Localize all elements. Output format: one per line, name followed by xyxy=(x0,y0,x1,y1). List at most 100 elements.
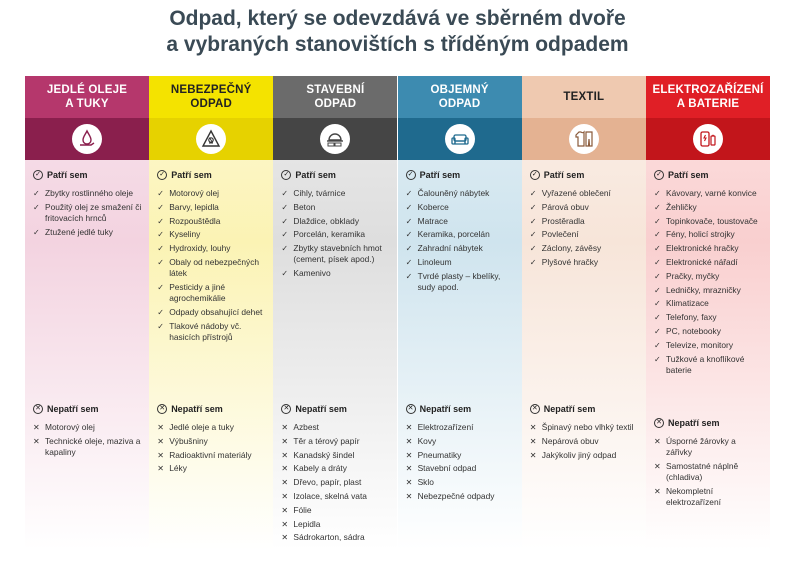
belongs-item: Beton xyxy=(281,202,391,213)
not-belongs-heading: ✕ Nepatří sem xyxy=(654,416,764,430)
belongs-item: Keramika, porcelán xyxy=(406,229,516,240)
title-line-1: Odpad, který se odevzdává ve sběrném dvo… xyxy=(169,7,626,30)
not-belongs-item: Léky xyxy=(157,463,267,474)
not-belongs-item: Fólie xyxy=(281,505,391,516)
belongs-item: Zbytky stavebních hmot (cement, písek ap… xyxy=(281,243,391,265)
not-belongs-section: ✕ Nepatří sem Úsporné žárovky a zářivky Sam… xyxy=(646,416,770,511)
belongs-item: Obaly od nebezpečných látek xyxy=(157,257,267,279)
belongs-item: Ztužené jedlé tuky xyxy=(33,227,143,238)
belongs-item: Tvrdé plasty – kbelíky, sudy apod. xyxy=(406,271,516,293)
belongs-item: Cihly, tvárnice xyxy=(281,188,391,199)
not-belongs-label: Nepatří sem xyxy=(668,418,720,428)
category-title-line-2: A TUKY xyxy=(65,98,109,110)
belongs-label: Patří sem xyxy=(171,170,212,180)
belongs-label: Patří sem xyxy=(668,170,709,180)
category-icon-band xyxy=(273,118,398,160)
clothes-icon xyxy=(568,124,599,154)
belongs-item: Porcelán, keramika xyxy=(281,229,391,240)
belongs-item: Žehličky xyxy=(654,202,764,213)
not-belongs-item: Lepidla xyxy=(281,519,391,530)
category-title-line-1: TEXTIL xyxy=(563,91,605,103)
not-belongs-item: Elektrozařízení xyxy=(406,422,516,433)
x-circle-icon: ✕ xyxy=(405,404,416,414)
belongs-item: Barvy, lepidla xyxy=(157,202,267,213)
belongs-label: Patří sem xyxy=(543,170,585,180)
not-belongs-item: Nekompletní elektrozařízení xyxy=(654,486,764,508)
category-header: STAVEBNÍ ODPAD xyxy=(273,76,398,118)
check-circle-icon: ✓ xyxy=(405,170,416,180)
category-title-line-1: NEBEZPEČNÝ xyxy=(170,84,252,96)
hazard-icon xyxy=(196,124,227,154)
belongs-item: Použitý olej ze smažení či fritovacích h… xyxy=(33,202,143,224)
belongs-section: ✓ Patří sem Kávovary, varné konvice Žehličk… xyxy=(646,168,770,379)
belongs-heading: ✓ Patří sem xyxy=(157,168,267,182)
belongs-heading: ✓ Patří sem xyxy=(33,168,143,182)
not-belongs-section: ✕Nepatří sem Elektrozařízení Kovy Pneumatik… xyxy=(398,402,522,505)
category-column: OBJEMNÝ ODPAD ✓Patří sem Čalouněný nábytek K… xyxy=(397,76,522,550)
category-icon-band xyxy=(521,118,646,160)
belongs-item: Tužkové a knoflíkové baterie xyxy=(654,354,764,376)
check-circle-icon: ✓ xyxy=(529,170,540,180)
not-belongs-item: Kanadský šindel xyxy=(281,450,391,461)
category-header: ELEKTROZAŘÍZENÍ A BATERIE xyxy=(646,76,770,118)
belongs-heading: ✓ Patří sem xyxy=(654,168,764,182)
category-header: JEDLÉ OLEJE A TUKY xyxy=(25,76,149,118)
belongs-item: Vyřazené oblečení xyxy=(530,188,640,199)
not-belongs-item: Dřevo, papír, plast xyxy=(281,477,391,488)
belongs-item: Odpady obsahující dehet xyxy=(157,307,267,318)
not-belongs-item: Jedlé oleje a tuky xyxy=(157,422,267,433)
belongs-item: Ledničky, mrazničky xyxy=(654,285,764,296)
belongs-item: Matrace xyxy=(406,216,516,227)
category-title-line-2: ODPAD xyxy=(190,98,233,110)
not-belongs-item: Pneumatiky xyxy=(406,450,516,461)
category-title-line-1: STAVEBNÍ xyxy=(306,84,365,96)
not-belongs-item: Azbest xyxy=(281,422,391,433)
belongs-item: Rozpouštědla xyxy=(157,216,267,227)
check-circle-icon: ✓ xyxy=(33,170,43,180)
x-circle-icon: ✕ xyxy=(33,404,43,414)
category-icon-band xyxy=(149,118,274,160)
not-belongs-item: Stavební odpad xyxy=(406,463,516,474)
belongs-label: Patří sem xyxy=(295,170,336,180)
belongs-item: Linoleum xyxy=(406,257,516,268)
page-title: Odpad, který se odevzdává ve sběrném dvo… xyxy=(0,6,795,58)
category-header: NEBEZPEČNÝ ODPAD xyxy=(149,76,274,118)
not-belongs-heading: ✕ Nepatří sem xyxy=(281,402,391,416)
x-circle-icon: ✕ xyxy=(654,418,664,428)
category-title-line-2: ODPAD xyxy=(314,98,357,110)
belongs-section: ✓Patří sem Cihly, tvárnice Beton Dlaždice, … xyxy=(273,168,397,282)
x-circle-icon: ✕ xyxy=(529,404,540,414)
category-column: ELEKTROZAŘÍZENÍ A BATERIE ✓ Patří sem Kávova… xyxy=(646,76,770,550)
belongs-heading: ✓ Patří sem xyxy=(529,168,640,182)
belongs-label: Patří sem xyxy=(419,170,461,180)
belongs-item: Čalouněný nábytek xyxy=(406,188,516,199)
not-belongs-section: ✕Nepatří sem Jedlé oleje a tuky Výbušniny R… xyxy=(149,402,273,477)
not-belongs-section: ✕Nepatří sem Azbest Těr a térový papír Kana… xyxy=(273,402,397,546)
not-belongs-label: Nepatří sem xyxy=(171,404,223,414)
not-belongs-label: Nepatří sem xyxy=(419,404,472,414)
belongs-section: ✓ Patří sem Zbytky rostlinného oleje Použit… xyxy=(25,168,149,241)
not-belongs-label: Nepatří sem xyxy=(295,404,347,414)
category-title-line-1: JEDLÉ OLEJE xyxy=(46,84,128,96)
belongs-item: Elektronické hračky xyxy=(654,243,764,254)
not-belongs-heading: ✕ Nepatří sem xyxy=(529,402,640,416)
belongs-item: Televize, monitory xyxy=(654,340,764,351)
belongs-item: Párová obuv xyxy=(530,202,640,213)
category-icon-band xyxy=(25,118,149,160)
category-column: TEXTIL ✓Patří sem Vyřazené oblečení Párová … xyxy=(521,76,646,550)
belongs-item: Plyšové hračky xyxy=(530,257,640,268)
not-belongs-item: Sádrokarton, sádra xyxy=(281,532,391,543)
not-belongs-section: ✕ Nepatří sem Motorový olej Technické oleje… xyxy=(25,402,149,461)
belongs-item: Motorový olej xyxy=(157,188,267,199)
category-column: JEDLÉ OLEJE A TUKY ✓ Patří sem Zbytky rostli… xyxy=(25,76,149,550)
belongs-label: Patří sem xyxy=(47,170,88,180)
check-circle-icon: ✓ xyxy=(157,170,168,180)
category-column: NEBEZPEČNÝ ODPAD ✓Patří sem Motorový olej Ba… xyxy=(149,76,274,550)
oil-pan-icon xyxy=(72,124,102,154)
belongs-item: Topinkovače, toustovače xyxy=(654,216,764,227)
belongs-section: ✓Patří sem Motorový olej Barvy, lepidla Roz… xyxy=(149,168,273,346)
phone-battery-icon xyxy=(693,124,723,154)
belongs-item: Klimatizace xyxy=(654,298,764,309)
belongs-item: Elektronické nářadí xyxy=(654,257,764,268)
